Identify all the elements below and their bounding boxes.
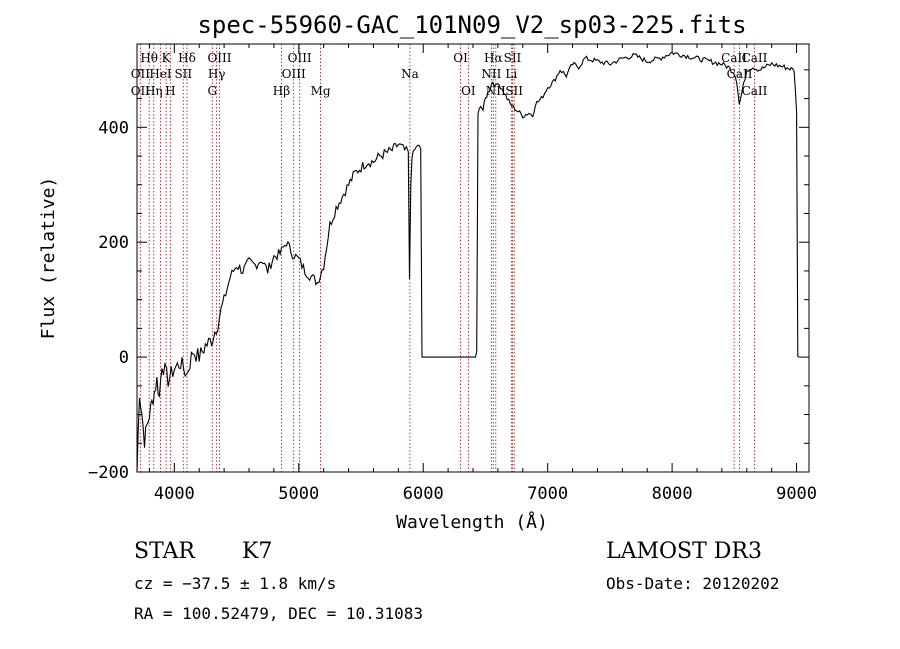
chart-title: spec-55960-GAC_101N09_V2_sp03-225.fits <box>197 11 746 39</box>
line-marker-label: SII <box>174 67 192 81</box>
line-marker-label: Hβ <box>273 84 290 98</box>
redshift-text: cz = −37.5 ± 1.8 km/s <box>134 574 337 593</box>
line-marker-label: OI <box>453 51 468 65</box>
object-subclass: K7 <box>242 539 273 564</box>
line-markers <box>139 44 755 472</box>
line-marker-label: K <box>162 51 172 65</box>
line-marker-label: CaII <box>742 84 768 98</box>
x-axis-label: Wavelength (Å) <box>396 511 548 533</box>
line-marker-label: Hδ <box>178 51 196 65</box>
coordinates: RA = 100.52479, DEC = 10.31083 <box>134 604 423 623</box>
line-marker-label: H <box>165 84 175 98</box>
y-tick-label: 200 <box>98 233 129 253</box>
line-marker-label: OIII <box>282 67 306 81</box>
line-marker-label: HeI <box>149 67 172 81</box>
line-marker-label: Hη <box>145 84 163 98</box>
x-tick-label: 4000 <box>154 484 195 504</box>
line-marker-label: CaII <box>727 67 753 81</box>
object-type: STAR <box>134 539 195 564</box>
x-tick-label: 5000 <box>278 484 319 504</box>
line-marker-label: OII <box>131 67 151 81</box>
line-marker-label: SII <box>504 51 522 65</box>
line-marker-label: OI <box>461 84 476 98</box>
line-marker-label: Li <box>505 67 517 81</box>
line-marker-label: Hγ <box>208 67 226 81</box>
line-marker-label: CaII <box>742 51 768 65</box>
line-marker-label: Hθ <box>140 51 158 65</box>
line-marker-label: G <box>207 84 217 98</box>
x-axis-ticks: 4000 5000 6000 7000 8000 9000 <box>148 44 817 504</box>
x-tick-label: 7000 <box>527 484 568 504</box>
y-tick-label: −200 <box>88 463 129 483</box>
y-tick-label: 400 <box>98 118 129 138</box>
line-marker-label: Hα <box>484 51 503 65</box>
y-axis-ticks: −200 0 200 400 <box>88 69 809 483</box>
line-marker-label: OIII <box>288 51 312 65</box>
line-marker-label: Mg <box>311 84 331 98</box>
line-marker-label: OIII <box>207 51 231 65</box>
x-tick-label: 9000 <box>776 484 817 504</box>
line-marker-label: Na <box>401 67 419 81</box>
line-marker-label: CaII <box>721 51 747 65</box>
x-tick-label: 6000 <box>403 484 444 504</box>
line-marker-label: OII <box>131 84 151 98</box>
y-axis-label: Flux (relative) <box>38 177 59 340</box>
line-marker-label: SII <box>505 84 523 98</box>
plot-frame <box>136 43 810 473</box>
spectrum-series-line <box>136 51 800 473</box>
line-marker-label: NII <box>481 67 501 81</box>
survey-name: LAMOST DR3 <box>606 539 762 564</box>
y-tick-label: 0 <box>119 348 129 368</box>
x-tick-label: 8000 <box>652 484 693 504</box>
obs-date: Obs-Date: 20120202 <box>606 574 780 593</box>
